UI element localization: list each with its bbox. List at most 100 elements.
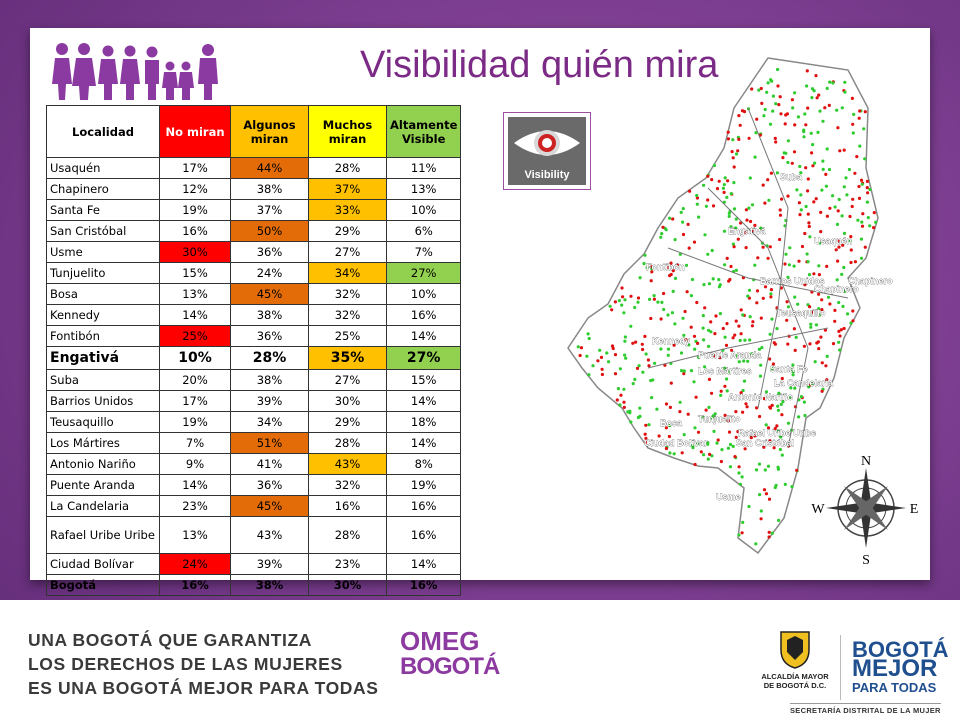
map-point <box>687 246 691 250</box>
map-point <box>766 178 770 182</box>
table-row: Antonio Nariño 9% 41% 43% 8% <box>46 453 462 475</box>
cell-percent: 50% <box>230 220 309 242</box>
map-label: Usaquén <box>814 236 852 246</box>
map-point <box>761 183 765 187</box>
map-point <box>725 377 729 381</box>
map-point <box>613 300 617 304</box>
map-point <box>866 216 870 220</box>
map-point <box>686 412 690 416</box>
map-point <box>820 298 824 302</box>
map-point <box>819 230 823 234</box>
map-point <box>673 322 677 326</box>
map-point <box>759 517 763 521</box>
map-label: Suba <box>780 172 803 182</box>
map-point <box>733 455 737 459</box>
eye-icon: Visibility <box>508 117 586 185</box>
map-point <box>785 318 789 322</box>
cell-percent: 38% <box>230 574 309 596</box>
map-point <box>706 252 710 256</box>
map-point <box>666 353 670 357</box>
map-point <box>856 218 860 222</box>
map-point <box>743 447 747 451</box>
header-muchos-miran: Muchos miran <box>308 105 387 158</box>
map-point <box>723 413 727 417</box>
map-point <box>828 80 832 84</box>
map-point <box>713 412 717 416</box>
map-point <box>787 263 791 267</box>
map-point <box>732 207 737 211</box>
map-point <box>796 115 800 119</box>
map-point <box>724 343 729 347</box>
map-point <box>840 272 844 276</box>
map-point <box>750 352 754 356</box>
map-point <box>823 328 827 332</box>
map-point <box>598 348 602 352</box>
cell-percent: 17% <box>159 390 231 412</box>
map-point <box>858 144 862 148</box>
map-point <box>757 88 761 92</box>
map-point <box>720 448 724 452</box>
map-point <box>768 122 773 126</box>
map-point <box>731 336 735 340</box>
table-row: Usaquén 17% 44% 28% 11% <box>46 157 462 179</box>
map-point <box>610 344 615 348</box>
map-point <box>659 235 663 239</box>
map-point <box>758 374 763 378</box>
map-point <box>759 509 763 513</box>
map-point <box>790 98 794 102</box>
map-label: Fontibón <box>646 262 684 272</box>
map-point <box>621 295 625 299</box>
map-point <box>804 204 808 209</box>
map-point <box>695 202 699 206</box>
cell-percent: 27% <box>385 346 462 370</box>
map-point <box>759 86 763 91</box>
map-point <box>792 264 796 268</box>
map-point <box>755 117 759 121</box>
cell-percent: 25% <box>159 325 231 347</box>
map-point <box>704 408 708 412</box>
map-point <box>723 335 727 339</box>
map-point <box>842 185 846 189</box>
map-point <box>780 413 784 417</box>
map-point <box>764 492 768 496</box>
table-row: Puente Aranda 14% 36% 32% 19% <box>46 474 462 496</box>
table-row: San Cristóbal 16% 50% 29% 6% <box>46 220 462 242</box>
map-point <box>734 319 738 323</box>
map-point <box>763 107 767 112</box>
map-point <box>605 351 609 355</box>
map-point <box>739 308 743 312</box>
coat-of-arms-icon <box>780 631 810 669</box>
map-point <box>668 216 672 220</box>
map-point <box>737 324 741 328</box>
cell-percent: 16% <box>385 574 462 596</box>
map-point <box>626 410 630 414</box>
map-point <box>713 354 717 358</box>
map-point <box>803 231 807 236</box>
map-point <box>737 137 741 141</box>
map-point <box>843 80 847 84</box>
map-point <box>755 301 759 305</box>
cell-percent: 28% <box>308 516 387 554</box>
cell-percent: 32% <box>308 283 387 305</box>
map-point <box>795 188 799 192</box>
map-point <box>868 187 872 192</box>
map-point <box>687 343 691 347</box>
map-point <box>728 442 733 447</box>
cell-localidad: Suba <box>46 369 160 391</box>
map-point <box>585 354 589 358</box>
map-point <box>712 163 716 168</box>
map-point <box>679 210 683 214</box>
map-point <box>821 167 825 171</box>
map-point <box>652 297 656 301</box>
map-point <box>728 465 732 469</box>
map-point <box>685 290 689 294</box>
map-point <box>825 214 829 218</box>
table-row: Engativá 10% 28% 35% 27% <box>46 346 462 370</box>
footer-divider <box>840 635 841 700</box>
map-point <box>710 454 714 458</box>
map-point <box>734 435 738 439</box>
map-point <box>760 101 764 105</box>
map-point <box>737 533 741 537</box>
secretaria-label: SECRETARÍA DISTRITAL DE LA MUJER <box>790 703 941 715</box>
map-point <box>817 93 821 97</box>
